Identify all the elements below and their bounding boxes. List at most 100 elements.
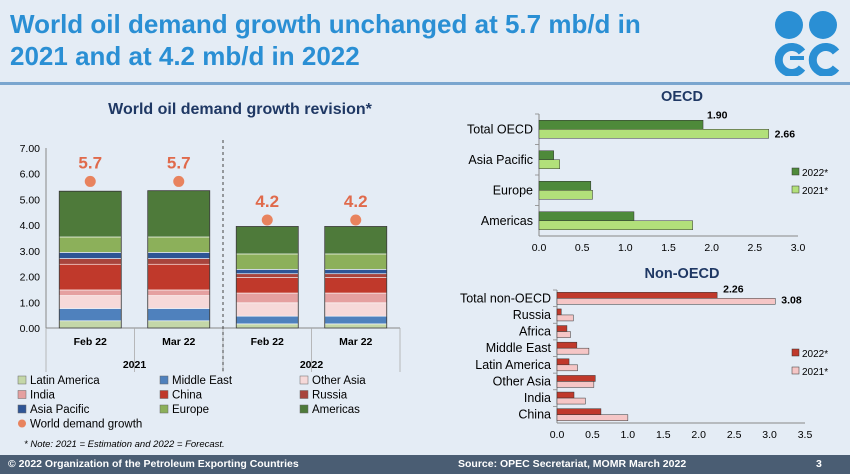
bar-2022 (556, 358, 570, 366)
title-line-1: World oil demand growth unchanged at 5.7… (10, 9, 641, 39)
world-demand-label: 5.7 (78, 153, 102, 172)
bar-segment-india (324, 292, 388, 304)
bar-segment-other-asia (235, 302, 299, 317)
legend-label-2022: 2022* (802, 168, 828, 179)
y-tick-label: 1.00 (20, 297, 41, 309)
bar-2021 (556, 364, 578, 372)
header-divider (0, 82, 850, 85)
world-demand-marker (84, 175, 96, 187)
bar-segment-americas (235, 226, 299, 255)
bar-2022 (556, 341, 578, 349)
bar-2021 (556, 381, 595, 388)
charts-canvas: World oil demand growth revision* OECD N… (17, 89, 828, 450)
bar-2021 (556, 298, 776, 305)
bar-segment-asia-pacific (324, 269, 388, 275)
data-label-2022: 2.26 (723, 283, 744, 295)
legend-swatch-india (17, 390, 27, 399)
x-tick-label: 0.5 (585, 429, 600, 441)
bar-2022 (556, 391, 575, 399)
bar-segment-asia-pacific (235, 269, 299, 275)
bar-segment-americas (58, 190, 122, 238)
bar-segment-latin-america (235, 323, 299, 329)
category-label: Americas (481, 214, 533, 228)
bar-segment-latin-america (147, 320, 211, 329)
x-tick-label: 3.0 (791, 242, 806, 254)
legend-label-other-asia: Other Asia (312, 375, 366, 387)
category-label: Feb 22 (74, 336, 107, 348)
legend-swatch-latin-america (17, 375, 27, 385)
category-label: Mar 22 (339, 336, 372, 348)
group-label: 2022 (300, 359, 324, 371)
opec-logo-icon (774, 11, 840, 76)
legend-swatch-russia (299, 390, 309, 399)
legend-label-india: India (30, 390, 56, 402)
x-tick-label: 2.0 (704, 242, 719, 254)
y-tick-label: 4.00 (20, 220, 41, 232)
bar-2021 (538, 129, 769, 139)
legend-label-middle-east: Middle East (172, 375, 233, 387)
x-tick-label: 2.0 (691, 429, 706, 441)
nonoecd-chart-title: Non-OECD (645, 266, 720, 282)
world-demand-label: 5.7 (167, 153, 191, 172)
bar-segment-russia (324, 273, 388, 278)
bar-2021 (556, 347, 590, 355)
bar-segment-china (147, 263, 211, 291)
x-tick-label: 0.5 (575, 242, 590, 254)
world-demand-label: 4.2 (344, 192, 368, 211)
category-label: Asia Pacific (468, 153, 533, 167)
page-number: 3 (816, 458, 822, 470)
bar-segment-china (58, 263, 122, 291)
bar-2022 (538, 181, 592, 191)
bar-segment-india (147, 289, 211, 296)
data-label-2021: 2.66 (775, 128, 796, 140)
bar-2022 (556, 408, 602, 415)
category-label: Feb 22 (251, 336, 284, 348)
y-tick-label: 5.00 (20, 194, 41, 206)
bar-2021 (556, 314, 574, 322)
legend-label-world-demand-growth: World demand growth (30, 419, 142, 431)
x-tick-label: 1.0 (618, 242, 633, 254)
bar-segment-americas (147, 190, 211, 238)
category-label: Total OECD (467, 122, 533, 136)
bar-segment-china (324, 277, 388, 294)
legend-label-2021: 2021* (802, 186, 828, 197)
bar-2022 (538, 150, 554, 160)
bar-segment-europe (235, 253, 299, 270)
category-label: Africa (519, 325, 551, 339)
bar-segment-india (235, 292, 299, 304)
y-tick-label: 7.00 (20, 143, 41, 155)
bar-segment-latin-america (58, 320, 122, 329)
legend-swatch-other-asia (299, 375, 309, 385)
bar-segment-americas (324, 226, 388, 255)
world-demand-marker (261, 214, 273, 226)
world-demand-marker (173, 175, 185, 187)
bar-outline (58, 190, 122, 329)
legend-label-latin-america: Latin America (30, 375, 100, 387)
legend-label-china: China (172, 390, 203, 402)
bar-2021 (538, 220, 693, 230)
x-tick-label: 2.5 (748, 242, 763, 254)
bar-segment-asia-pacific (58, 252, 122, 259)
legend-swatch-2021 (791, 366, 800, 375)
bar-segment-china (235, 277, 299, 294)
y-tick-label: 6.00 (20, 169, 41, 181)
bar-outline (324, 226, 388, 329)
footer-source: Source: OPEC Secretariat, MOMR March 202… (458, 458, 687, 470)
bar-segment-other-asia (58, 295, 122, 309)
data-label-2022: 1.90 (707, 109, 728, 121)
category-label: Latin America (475, 358, 551, 372)
y-tick-label: 0.00 (20, 323, 41, 335)
bar-2021 (538, 190, 593, 200)
legend-swatch-china (159, 390, 169, 399)
bar-2022 (556, 375, 596, 382)
footnote: * Note: 2021 = Estimation and 2022 = For… (24, 439, 225, 450)
category-label: China (518, 408, 551, 422)
bar-2021 (556, 414, 629, 421)
bar-segment-middle-east (324, 315, 388, 325)
bar-2021 (538, 159, 560, 169)
legend-label-2021: 2021* (802, 367, 828, 378)
left-chart-title: World oil demand growth revision* (108, 101, 373, 118)
legend-label-americas: Americas (312, 404, 360, 416)
category-label: Mar 22 (162, 336, 195, 348)
world-demand-marker (350, 214, 362, 226)
